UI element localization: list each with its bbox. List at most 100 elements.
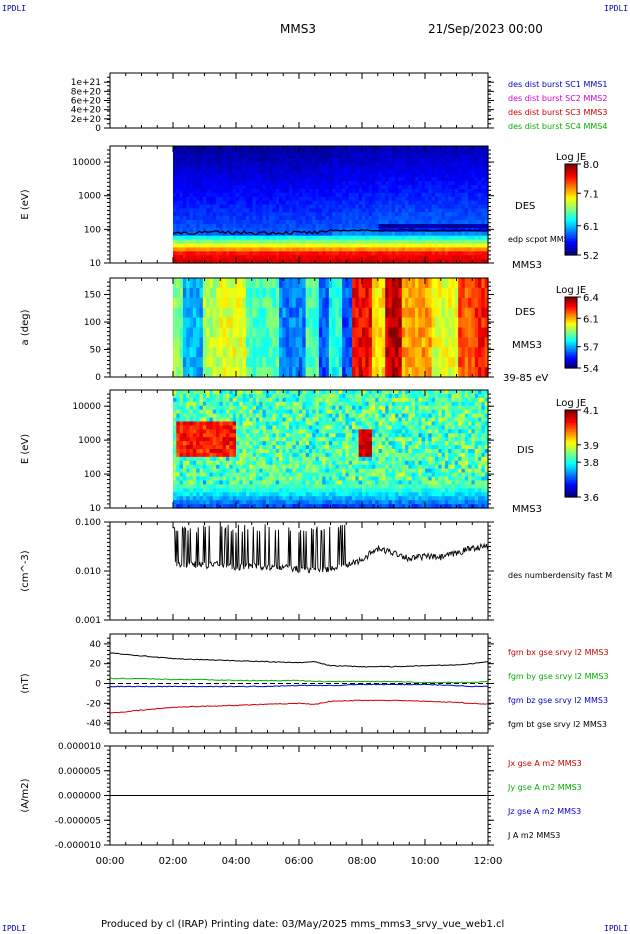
des-energy-cell bbox=[315, 227, 320, 233]
des-energy-cell bbox=[262, 192, 267, 198]
des-energy-cell bbox=[332, 196, 337, 202]
des-energy-cell bbox=[458, 185, 463, 190]
des-energy-cell bbox=[441, 149, 446, 155]
des-pitch-cell bbox=[239, 357, 244, 368]
des-pitch-cell bbox=[481, 297, 486, 309]
des-energy-cell bbox=[182, 239, 187, 245]
des-energy-cell bbox=[252, 188, 257, 194]
des-pitch-cell bbox=[375, 287, 380, 299]
des-energy-cell bbox=[411, 165, 416, 170]
des-energy-cell bbox=[275, 224, 280, 229]
des-energy-cell bbox=[289, 259, 293, 264]
dis-energy-cell bbox=[242, 504, 247, 509]
des-energy-cell bbox=[312, 185, 317, 190]
des-energy-cell bbox=[481, 188, 486, 194]
des-energy-colorbar-swatch bbox=[565, 164, 577, 167]
des-energy-cell bbox=[173, 216, 177, 221]
des-energy-cell bbox=[378, 255, 383, 260]
des-pitch-cell bbox=[202, 307, 207, 319]
des-energy-cell bbox=[391, 239, 396, 245]
des-pitch-cell bbox=[239, 287, 244, 299]
des-pitch-cell bbox=[229, 337, 234, 348]
des-energy-cell bbox=[468, 188, 473, 194]
des-energy-cell bbox=[368, 153, 373, 159]
des-energy-colorbar-swatch bbox=[565, 207, 577, 211]
des-energy-cell bbox=[478, 243, 482, 248]
des-energy-cell bbox=[451, 251, 456, 256]
des-energy-cell bbox=[484, 220, 489, 225]
des-energy-cell bbox=[438, 243, 443, 248]
dis-energy-cell bbox=[186, 409, 191, 415]
des-pitch-cell bbox=[312, 357, 317, 368]
dis-energy-cell bbox=[209, 496, 214, 501]
dis-energy-cell bbox=[236, 413, 240, 419]
des-energy-cell bbox=[202, 200, 207, 206]
dis-energy-cell bbox=[216, 409, 221, 415]
des-energy-cell bbox=[236, 157, 240, 163]
des-energy-cell bbox=[332, 247, 337, 252]
des-energy-cell bbox=[236, 204, 240, 209]
des-pitch-cell bbox=[196, 357, 201, 368]
des-energy-cell bbox=[182, 161, 187, 167]
dis-energy-cell bbox=[245, 488, 250, 493]
des-energy-cell bbox=[173, 185, 177, 190]
des-energy-cell bbox=[285, 239, 290, 245]
dis-energy-cell bbox=[226, 393, 230, 399]
des-energy-cell bbox=[405, 161, 410, 167]
dis-energy-cell bbox=[216, 500, 221, 505]
des-energy-cell bbox=[428, 146, 433, 151]
des-energy-cell bbox=[305, 227, 310, 233]
dis-energy-cell bbox=[189, 480, 194, 485]
des-energy-cell bbox=[411, 181, 416, 186]
des-pitch-cell bbox=[451, 357, 456, 368]
des-energy-cell bbox=[265, 247, 270, 252]
des-energy-cell bbox=[272, 235, 277, 241]
des-pitch-cell bbox=[401, 297, 406, 309]
des-energy-cell bbox=[362, 161, 366, 167]
des-pitch-cell bbox=[421, 317, 426, 329]
des-pitch-cell bbox=[405, 278, 410, 289]
des-energy-cell bbox=[186, 239, 191, 245]
des-energy-cell bbox=[212, 161, 217, 167]
des-energy-cell bbox=[312, 157, 317, 163]
des-pitch-cell bbox=[408, 337, 413, 348]
des-energy-cell bbox=[355, 200, 360, 206]
des-energy-cell bbox=[438, 224, 443, 229]
des-energy-colorbar-swatch bbox=[565, 195, 577, 199]
des-pitch-cell bbox=[378, 367, 383, 378]
flags-panel-ytick-label: 0 bbox=[95, 124, 101, 134]
des-energy-cell bbox=[318, 181, 323, 186]
des-energy-cell bbox=[454, 247, 459, 252]
des-energy-cell bbox=[299, 247, 303, 252]
des-energy-cell bbox=[269, 220, 274, 225]
des-pitch-cell bbox=[285, 367, 290, 378]
dis-energy-cell bbox=[199, 468, 204, 474]
dis-energy-cell bbox=[212, 492, 217, 497]
des-pitch-cell bbox=[355, 367, 360, 378]
des-energy-cell bbox=[179, 200, 184, 206]
des-pitch-cell bbox=[484, 337, 489, 348]
des-energy-cell bbox=[365, 243, 370, 248]
des-pitch-cell bbox=[312, 347, 317, 358]
dis-energy-cell bbox=[182, 421, 187, 426]
des-energy-cell bbox=[249, 157, 254, 163]
des-energy-cell bbox=[259, 200, 264, 206]
des-energy-cell bbox=[431, 243, 436, 248]
des-energy-cell bbox=[385, 235, 390, 241]
des-energy-cell bbox=[189, 243, 194, 248]
des-energy-cell bbox=[425, 177, 429, 182]
des-energy-cell bbox=[401, 173, 406, 178]
dis-energy-cell bbox=[189, 452, 194, 458]
des-pitch-cell bbox=[302, 317, 307, 329]
dis-energy-cell bbox=[209, 468, 214, 474]
des-energy-cell bbox=[226, 227, 230, 233]
dis-energy-cell bbox=[202, 409, 207, 415]
des-energy-cell bbox=[292, 224, 297, 229]
des-energy-colorbar-tick-label: 8.0 bbox=[583, 160, 599, 171]
des-energy-cell bbox=[302, 204, 307, 209]
des-energy-cell bbox=[328, 212, 333, 217]
dis-energy-cell bbox=[206, 421, 211, 426]
des-energy-cell bbox=[202, 243, 207, 248]
des-energy-cell bbox=[259, 157, 264, 163]
des-pitch-cell bbox=[348, 337, 353, 348]
